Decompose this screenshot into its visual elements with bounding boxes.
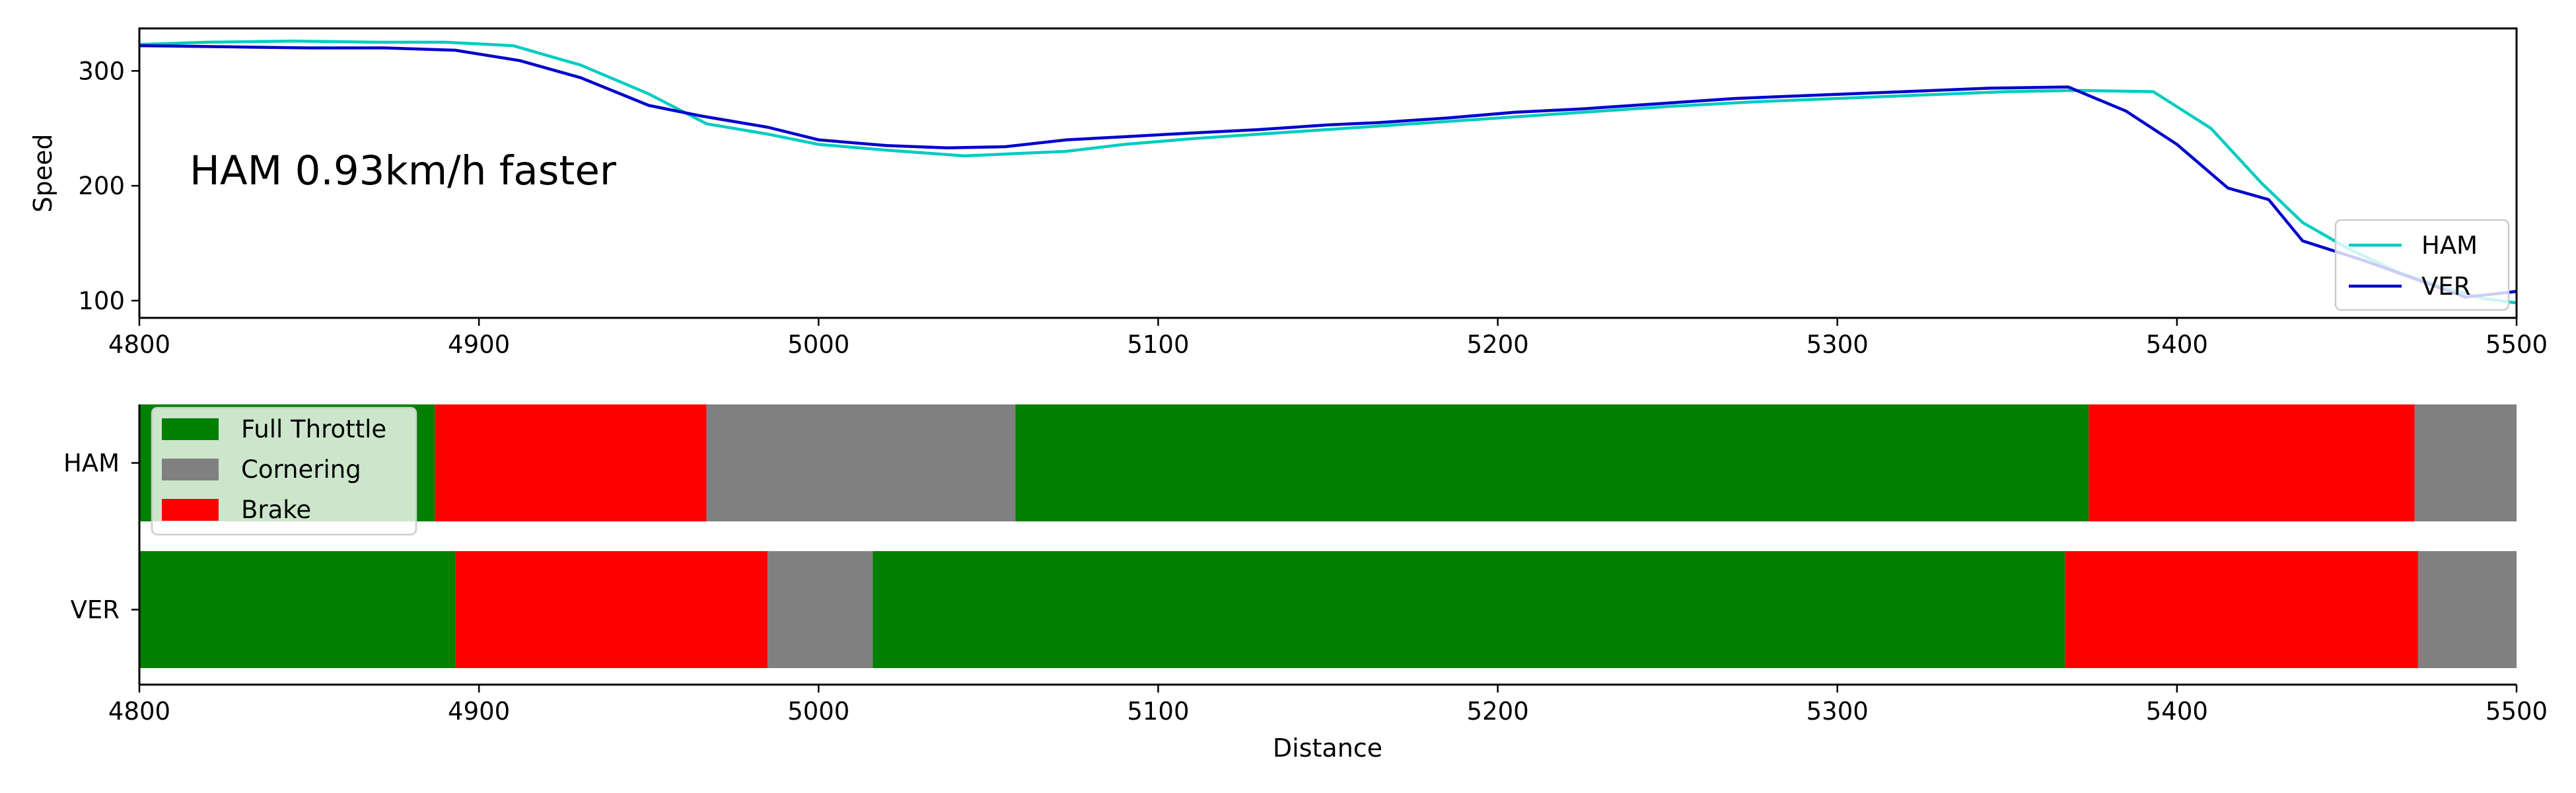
legend-label-cornering: Cornering bbox=[241, 455, 361, 484]
speed-x-tick-label: 5000 bbox=[787, 330, 849, 359]
bar-segment-ver-brake bbox=[455, 551, 768, 668]
bar-y-ticks: HAM VER bbox=[63, 449, 139, 624]
speed-x-tick-label: 5500 bbox=[2486, 330, 2548, 359]
bar-x-axis-label: Distance bbox=[1273, 734, 1382, 763]
speed-x-tick-label: 5300 bbox=[1807, 330, 1869, 359]
bar-x-tick-label: 5000 bbox=[787, 697, 849, 726]
speed-x-ticks: 4800 4900 5000 5100 5200 5300 5400 5500 bbox=[108, 318, 2548, 359]
speed-legend-label-ham: HAM bbox=[2421, 231, 2478, 260]
speed-line-ham bbox=[139, 39, 2517, 305]
speed-x-tick-label: 5100 bbox=[1127, 330, 1189, 359]
speed-legend: HAM VER bbox=[2334, 219, 2510, 311]
bar-x-tick-label: 5300 bbox=[1807, 697, 1869, 726]
speed-y-ticks: 100 200 300 bbox=[78, 57, 139, 315]
speed-line-ver bbox=[139, 44, 2517, 299]
bar-x-tick-label: 4900 bbox=[448, 697, 510, 726]
speed-x-tick-label: 4800 bbox=[108, 330, 170, 359]
bar-x-tick-label: 5500 bbox=[2486, 697, 2548, 726]
bar-segment-ham-brake bbox=[2089, 404, 2415, 521]
speed-y-axis-label: Speed bbox=[28, 133, 57, 212]
bar-x-tick-label: 5200 bbox=[1466, 697, 1528, 726]
speed-y-tick-label: 200 bbox=[78, 172, 125, 200]
bar-y-tick-label: HAM bbox=[63, 449, 120, 478]
bar-y-tick-label: VER bbox=[71, 596, 120, 624]
bar-segment-ham-cornering bbox=[706, 404, 1016, 521]
legend-swatch-full-throttle bbox=[162, 418, 219, 440]
bar-segment-ver-brake bbox=[2065, 551, 2418, 668]
legend-label-brake: Brake bbox=[241, 496, 311, 524]
legend-swatch-cornering bbox=[162, 459, 219, 480]
speed-delta-annotation: HAM 0.93km/h faster bbox=[190, 147, 617, 194]
bar-x-tick-label: 4800 bbox=[108, 697, 170, 726]
bar-segment-ham-cornering bbox=[2414, 404, 2517, 521]
speed-x-tick-label: 5200 bbox=[1466, 330, 1528, 359]
speed-y-tick-label: 300 bbox=[78, 57, 125, 85]
bar-segment-ver-cornering bbox=[768, 551, 873, 668]
bar-x-tick-label: 5100 bbox=[1127, 697, 1189, 726]
speed-legend-label-ver: VER bbox=[2421, 272, 2470, 301]
speed-series-lines bbox=[139, 39, 2517, 305]
bar-segment-ver-full-throttle bbox=[139, 551, 456, 668]
bar-segment-ver-full-throttle bbox=[873, 551, 2065, 668]
bar-x-ticks: 4800 4900 5000 5100 5200 5300 5400 5500 bbox=[108, 685, 2548, 726]
driver-state-legend: Full Throttle Cornering Brake bbox=[151, 406, 417, 536]
legend-label-full-throttle: Full Throttle bbox=[241, 415, 386, 443]
driver-state-chart: 4800 4900 5000 5100 5200 5300 5400 5500 HAMVER … bbox=[63, 404, 2548, 763]
speed-x-tick-label: 5400 bbox=[2146, 330, 2208, 359]
legend-swatch-brake bbox=[162, 499, 219, 521]
bar-segment-ham-brake bbox=[435, 404, 707, 521]
driver-state-bars bbox=[139, 404, 2517, 668]
bar-segment-ham-full-throttle bbox=[1015, 404, 2089, 521]
speed-plot-frame bbox=[138, 27, 2518, 319]
bar-x-tick-label: 5400 bbox=[2146, 697, 2208, 726]
speed-x-tick-label: 4900 bbox=[448, 330, 510, 359]
bar-segment-ver-cornering bbox=[2417, 551, 2517, 668]
speed-y-tick-label: 100 bbox=[78, 287, 125, 315]
speed-chart: 4800 4900 5000 5100 5200 5300 5400 5500 100 200 3… bbox=[28, 27, 2548, 359]
